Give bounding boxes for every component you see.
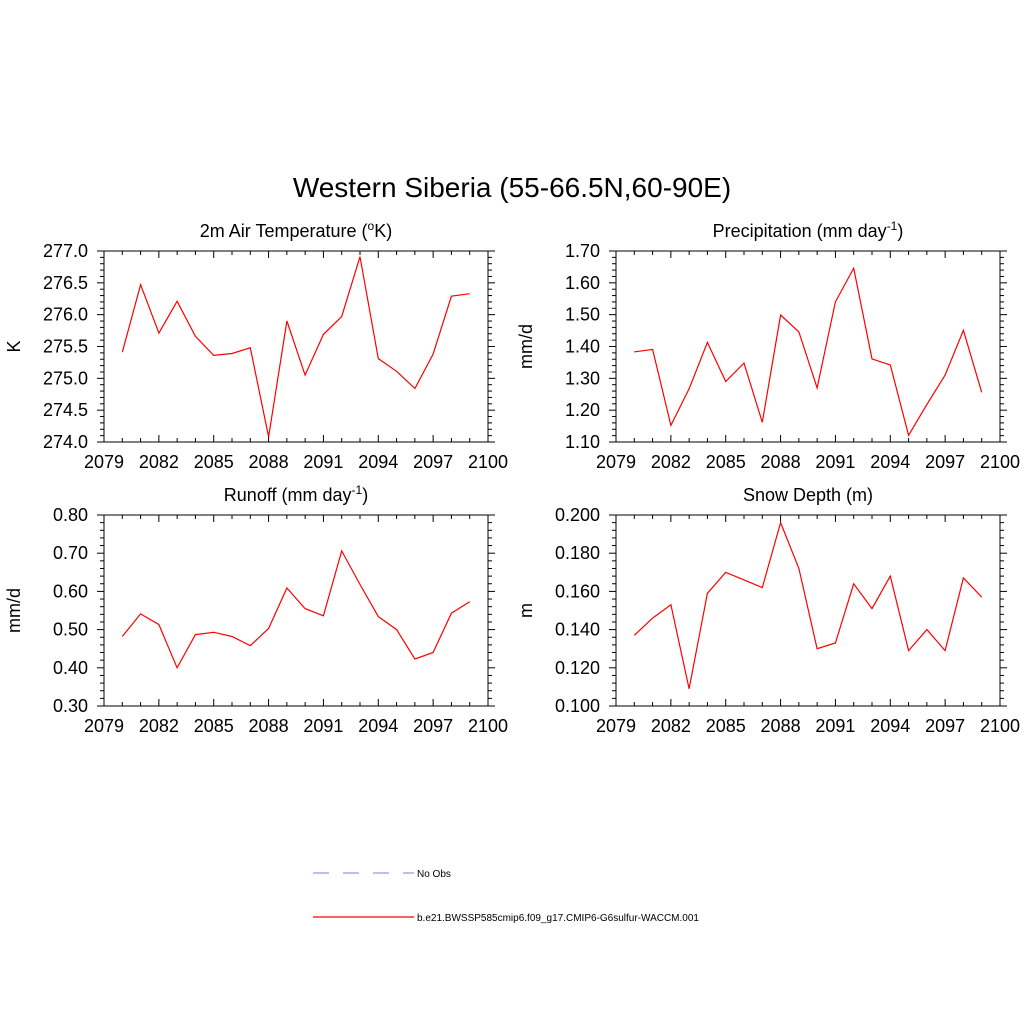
air-temperature-x-tick-label: 2085: [194, 452, 234, 472]
legend-entry: No Obs: [313, 869, 451, 880]
precipitation-y-tick-label: 1.60: [565, 273, 600, 293]
precipitation-title-text: Precipitation (mm day: [713, 221, 887, 241]
air-temperature-title: 2m Air Temperature (oK): [200, 219, 392, 241]
runoff-y-axis-label: mm/d: [4, 588, 24, 633]
runoff-series-line: [121, 549, 471, 670]
figure-title: Western Siberia (55-66.5N,60-90E): [293, 172, 731, 203]
air-temperature-title-suffix: K): [374, 221, 392, 241]
air-temperature-y-tick-label: 276.0: [43, 305, 88, 325]
air-temperature-x-tick-label: 2079: [84, 452, 124, 472]
air-temperature-x-tick-label: 2100: [468, 452, 508, 472]
air-temperature-y-tick-label: 276.5: [43, 273, 88, 293]
air-temperature-x-tick-label: 2097: [413, 452, 453, 472]
air-temperature-y-tick-label: 275.5: [43, 337, 88, 357]
precipitation-series-line: [634, 266, 983, 437]
air-temperature-y-tick-label: 275.0: [43, 368, 88, 388]
air-temperature-x-tick-label: 2091: [303, 452, 343, 472]
legend-label: No Obs: [417, 869, 451, 880]
panel-precipitation: Precipitation (mm day-1) mm/d 2079 2082 2085…: [516, 219, 1020, 472]
precipitation-x-tick-label: 2091: [815, 452, 855, 472]
snow-depth-x-tick-label: 2091: [815, 716, 855, 736]
runoff-x-tick-label: 2091: [303, 716, 343, 736]
snow-depth-x-tick-label: 2085: [706, 716, 746, 736]
legend-entry: b.e21.BWSSP585cmip6.f09_g17.CMIP6-G6sulf…: [313, 913, 699, 924]
snow-depth-y-tick-label: 0.180: [555, 543, 600, 563]
air-temperature-y-tick-label: 277.0: [43, 241, 88, 261]
precipitation-x-tick-label: 2085: [706, 452, 746, 472]
snow-depth-y-tick-label: 0.200: [555, 505, 600, 525]
runoff-x-tick-label: 2088: [249, 716, 289, 736]
air-temperature-x-tick-label: 2088: [249, 452, 289, 472]
snow-depth-x-tick-label: 2088: [761, 716, 801, 736]
air-temperature-x-tick-label: 2082: [139, 452, 179, 472]
runoff-x-tick-label: 2082: [139, 716, 179, 736]
panel-runoff: Runoff (mm day-1) mm/d 2079 2082 2085 2088 209…: [4, 483, 508, 736]
precipitation-x-tick-label: 2088: [761, 452, 801, 472]
precipitation-plot-frame: [615, 250, 1001, 443]
runoff-y-tick-label: 0.60: [53, 581, 88, 601]
precipitation-y-tick-label: 1.20: [565, 400, 600, 420]
runoff-x-tick-label: 2097: [413, 716, 453, 736]
snow-depth-title: Snow Depth (m): [743, 485, 873, 505]
air-temperature-series-line: [121, 256, 470, 438]
runoff-x-tick-label: 2079: [84, 716, 124, 736]
panel-snow-depth: Snow Depth (m) m 2079 2082 2085 2088 2091 2094 2…: [516, 485, 1020, 736]
runoff-x-tick-label: 2085: [194, 716, 234, 736]
runoff-title-suffix: ): [362, 485, 368, 505]
snow-depth-x-tick-label: 2097: [925, 716, 965, 736]
runoff-title-text: Runoff (mm day: [224, 485, 352, 505]
precipitation-y-tick-label: 1.50: [565, 305, 600, 325]
runoff-y-tick-label: 0.70: [53, 543, 88, 563]
snow-depth-x-tick-label: 2100: [980, 716, 1020, 736]
legend: No Obs b.e21.BWSSP585cmip6.f09_g17.CMIP6-…: [313, 869, 699, 924]
legend-label: b.e21.BWSSP585cmip6.f09_g17.CMIP6-G6sulf…: [417, 913, 699, 924]
runoff-x-tick-label: 2094: [358, 716, 398, 736]
runoff-y-tick-label: 0.50: [53, 620, 88, 640]
runoff-y-tick-label: 0.80: [53, 505, 88, 525]
snow-depth-x-tick-label: 2082: [651, 716, 691, 736]
precipitation-title-superscript: -1: [887, 219, 898, 233]
precipitation-x-tick-label: 2100: [980, 452, 1020, 472]
snow-depth-title-text: Snow Depth (m): [743, 485, 873, 505]
snow-depth-x-tick-label: 2079: [596, 716, 636, 736]
air-temperature-x-tick-label: 2094: [358, 452, 398, 472]
runoff-x-tick-label: 2100: [468, 716, 508, 736]
precipitation-y-tick-label: 1.70: [565, 241, 600, 261]
precipitation-x-tick-label: 2094: [870, 452, 910, 472]
air-temperature-y-tick-label: 274.0: [43, 432, 88, 452]
precipitation-title: Precipitation (mm day-1): [713, 219, 904, 241]
precipitation-y-tick-label: 1.30: [565, 368, 600, 388]
snow-depth-y-tick-label: 0.100: [555, 696, 600, 716]
runoff-title: Runoff (mm day-1): [224, 483, 368, 505]
precipitation-x-tick-label: 2097: [925, 452, 965, 472]
precipitation-x-tick-label: 2082: [651, 452, 691, 472]
air-temperature-title-text: 2m Air Temperature (: [200, 221, 368, 241]
precipitation-y-axis-label: mm/d: [516, 324, 536, 369]
snow-depth-y-axis-label: m: [516, 603, 536, 618]
snow-depth-series-line: [633, 520, 983, 689]
runoff-y-tick-label: 0.40: [53, 658, 88, 678]
precipitation-y-tick-label: 1.10: [565, 432, 600, 452]
runoff-y-tick-label: 0.30: [53, 696, 88, 716]
air-temperature-y-tick-label: 274.5: [43, 400, 88, 420]
snow-depth-y-tick-label: 0.160: [555, 581, 600, 601]
precipitation-x-tick-label: 2079: [596, 452, 636, 472]
snow-depth-plot-frame: [615, 514, 1001, 707]
runoff-plot-frame: [103, 514, 489, 707]
panels-group: 2m Air Temperature (oK) K 2079 2082 2085 2088…: [4, 219, 1020, 736]
panel-air-temperature: 2m Air Temperature (oK) K 2079 2082 2085 2088…: [4, 219, 508, 472]
air-temperature-title-superscript: o: [368, 219, 375, 233]
air-temperature-y-axis-label: K: [4, 340, 24, 352]
snow-depth-x-tick-label: 2094: [870, 716, 910, 736]
snow-depth-y-tick-label: 0.120: [555, 658, 600, 678]
precipitation-y-tick-label: 1.40: [565, 337, 600, 357]
precipitation-title-suffix: ): [897, 221, 903, 241]
runoff-title-superscript: -1: [352, 483, 363, 497]
snow-depth-y-tick-label: 0.140: [555, 620, 600, 640]
